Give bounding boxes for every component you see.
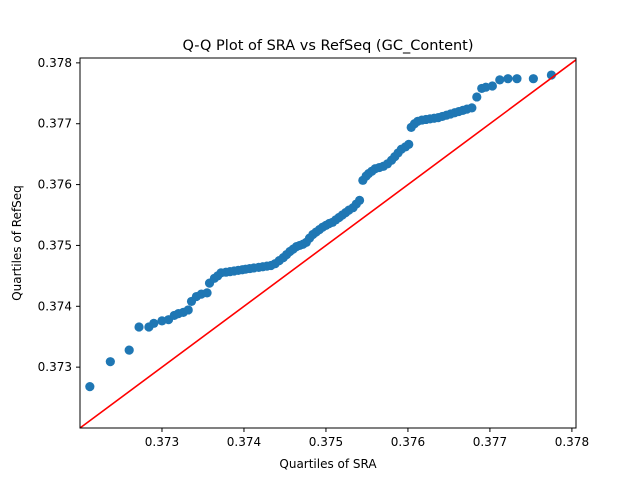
x-tick-label: 0.377 [473,435,507,449]
x-tick-label: 0.373 [145,435,179,449]
data-point [85,382,95,392]
plot-frame [79,57,577,429]
y-axis-label: Quartiles of RefSeq [10,185,24,301]
data-point [124,345,134,355]
y-tick-label: 0.376 [38,178,72,192]
x-tick-label: 0.376 [391,435,425,449]
data-point [149,318,159,328]
y-axis-ticks: 0.373 0.374 0.375 0.376 0.377 0.378 [38,56,80,374]
data-point [467,103,477,113]
data-point [472,92,482,102]
data-point [528,74,538,84]
y-tick-label: 0.378 [38,56,72,70]
reference-line [79,59,577,429]
data-point [512,74,522,84]
data-point [487,81,497,91]
x-tick-label: 0.374 [227,435,261,449]
y-tick-label: 0.375 [38,238,72,252]
reference-line-layer [79,59,577,429]
data-point [105,357,115,367]
data-point [495,75,505,85]
y-tick-label: 0.377 [38,117,72,131]
data-point [354,195,365,205]
scatter-points [85,70,557,392]
x-tick-label: 0.378 [555,435,589,449]
data-point [503,74,513,84]
x-axis-label: Quartiles of SRA [279,457,377,471]
data-point [202,288,212,298]
data-point [183,305,193,315]
data-point [134,322,144,332]
x-axis-ticks: 0.373 0.374 0.375 0.376 0.377 0.378 [145,428,589,449]
y-tick-label: 0.374 [38,299,72,313]
data-point [404,139,414,150]
chart-title: Q-Q Plot of SRA vs RefSeq (GC_Content) [182,38,473,54]
x-tick-label: 0.375 [309,435,343,449]
y-tick-label: 0.373 [38,360,72,374]
plot-area [79,57,577,429]
